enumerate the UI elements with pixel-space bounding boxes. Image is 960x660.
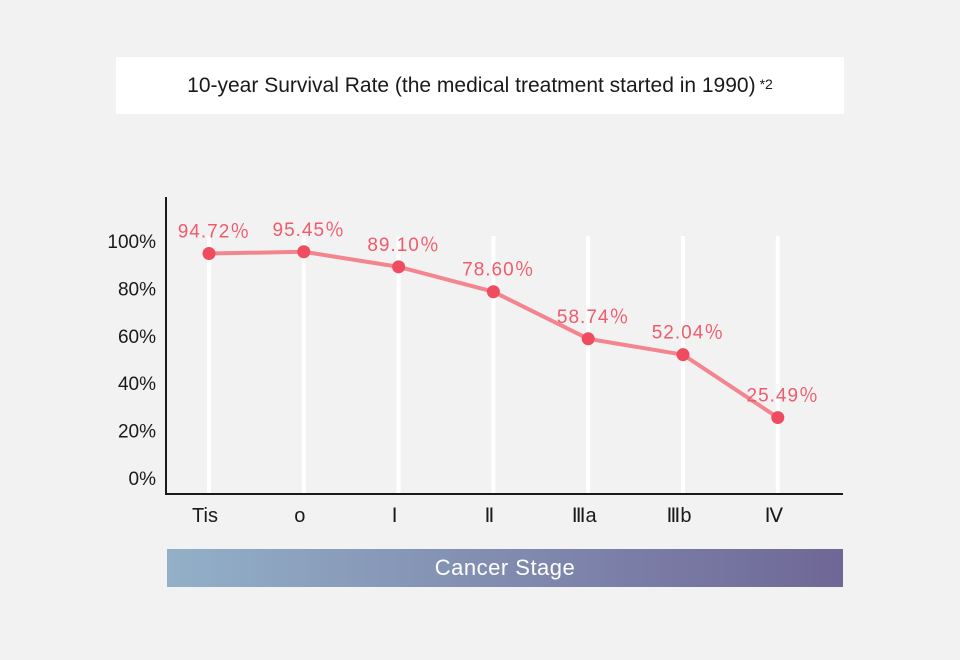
y-axis-ticks: 0% 20% 40% 60% 80% 100% [107,232,156,490]
x-tick-label: o [294,505,305,527]
x-axis-ticks: Tis o Ⅰ Ⅱ Ⅲa Ⅲb Ⅳ [192,505,784,527]
data-point [486,285,500,299]
data-label: 58.74％ [557,307,630,328]
cancer-stage-bar: Cancer Stage [167,549,843,587]
value-labels: 94.72％ 95.45％ 89.10％ 78.60％ 58.74％ 52.04％ 25.4… [178,220,820,407]
y-tick-label: 60% [118,327,156,348]
y-tick-label: 100% [107,232,156,253]
x-tick-label: Ⅲa [572,505,598,527]
data-label: 89.10％ [367,235,440,256]
title-footnote-marker: *2 [759,75,773,92]
data-point [771,411,785,425]
data-point [297,245,311,259]
y-tick-label: 20% [118,422,156,443]
x-tick-label: Ⅱ [484,505,494,527]
chart-axes [165,197,843,495]
data-point [676,348,690,362]
chart-title: 10-year Survival Rate (the medical treat… [187,73,756,97]
y-tick-label: 0% [129,469,157,490]
data-label: 94.72％ [178,222,251,243]
data-point [202,247,216,261]
x-tick-label: Ⅰ [392,505,398,527]
y-tick-label: 80% [118,279,156,300]
data-label: 78.60％ [462,260,535,281]
y-tick-label: 40% [118,374,156,395]
cancer-stage-label: Cancer Stage [434,555,576,580]
x-tick-label: Ⅲb [667,505,692,527]
x-tick-label: Ⅳ [765,505,784,527]
data-point [392,260,406,274]
survival-series [202,245,785,425]
data-label: 95.45％ [273,220,346,241]
data-label: 25.49％ [747,386,820,407]
data-label: 52.04％ [652,323,725,344]
x-tick-label: Tis [192,505,218,527]
data-point [581,332,595,346]
chart-title-box: 10-year Survival Rate (the medical treat… [116,57,844,114]
vertical-gridlines [207,236,780,494]
